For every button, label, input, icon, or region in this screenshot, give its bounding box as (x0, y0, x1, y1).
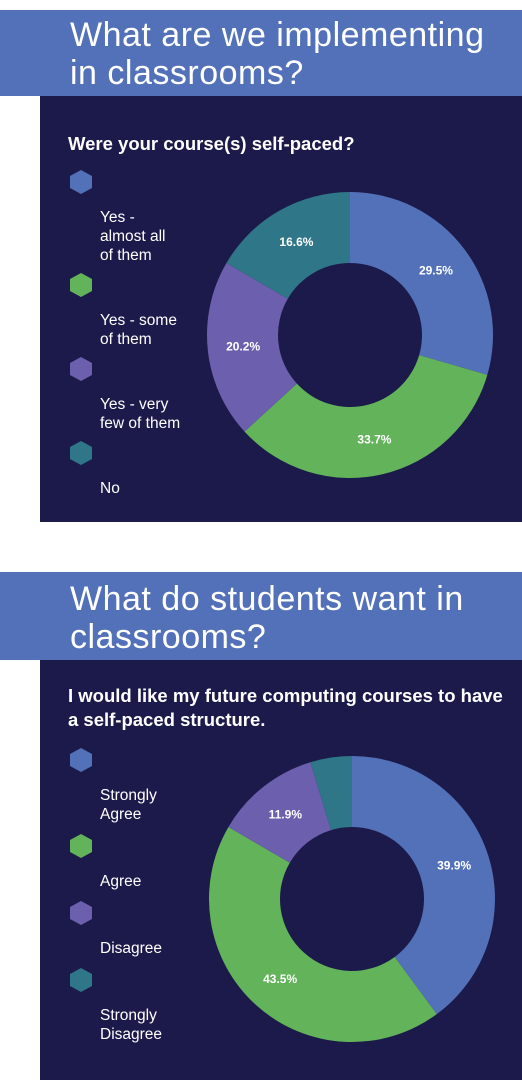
donut-slice-disagree (228, 762, 332, 863)
section-1-legend: Yes - almost all of them Yes - some of t… (68, 170, 198, 498)
legend-swatch-icon (70, 901, 92, 925)
legend-label: Strongly Agree (100, 787, 157, 823)
legend-item-almost-all: Yes - almost all of them (68, 170, 198, 265)
slice-label-strongly-agree: 39.9% (437, 858, 471, 872)
donut-slice-strongly-agree (352, 756, 495, 1015)
legend-label: Agree (100, 873, 142, 890)
legend-item-strongly-agree: Strongly Agree (68, 748, 198, 824)
donut-slice-some (244, 355, 488, 478)
donut-slice-very-few (206, 262, 297, 432)
donut-slice-agree (208, 826, 437, 1042)
donut-slice-no (226, 192, 350, 299)
legend-swatch-icon (70, 968, 92, 992)
donut-slice-almost-all (350, 192, 493, 375)
section-1-title: What are we implementing in classrooms? (70, 16, 485, 92)
legend-swatch-icon (70, 357, 92, 381)
donut-slice-strongly-disagree (310, 756, 352, 831)
slice-label-some: 33.7% (357, 433, 391, 447)
legend-label: Yes - very few of them (100, 396, 181, 432)
legend-swatch-icon (70, 170, 92, 194)
slice-label-almost-all: 29.5% (419, 263, 453, 277)
legend-label: Strongly Disagree (100, 1007, 163, 1043)
legend-item-disagree: Disagree (68, 901, 198, 958)
slice-label-very-few: 20.2% (226, 339, 260, 353)
legend-swatch-icon (70, 273, 92, 297)
donut-chart-self-paced: 29.5% 33.7% 20.2% 16.6% (206, 192, 493, 478)
slice-label-disagree: 11.9% (269, 808, 303, 822)
donut-chart-future-self-paced: 39.9% 43.5% 11.9% (208, 756, 495, 1042)
legend-item-very-few: Yes - very few of them (68, 357, 198, 433)
legend-item-strongly-disagree: Strongly Disagree (68, 968, 198, 1044)
legend-label: No (100, 480, 120, 497)
slice-label-no: 16.6% (279, 235, 313, 249)
legend-label: Yes - some of them (100, 312, 177, 348)
section-1-banner: What are we implementing in classrooms? (0, 10, 522, 96)
section-2-banner: What do students want in classrooms? (0, 572, 522, 660)
legend-item-no: No (68, 441, 198, 498)
legend-label: Yes - almost all of them (100, 209, 166, 264)
section-1-panel: Were your course(s) self-paced? Yes - al… (40, 96, 522, 522)
section-2-title: What do students want in classrooms? (70, 580, 464, 656)
legend-label: Disagree (100, 940, 163, 957)
section-1-question: Were your course(s) self-paced? (68, 133, 355, 154)
legend-swatch-icon (70, 748, 92, 772)
section-2-legend: Strongly Agree Agree Disagree Strongly D… (68, 748, 198, 1044)
legend-item-agree: Agree (68, 834, 198, 891)
legend-swatch-icon (70, 834, 92, 858)
section-2-panel: I would like my future computing courses… (40, 660, 522, 1080)
legend-swatch-icon (70, 441, 92, 465)
legend-item-some: Yes - some of them (68, 273, 198, 349)
section-2-question: I would like my future computing courses… (68, 685, 503, 730)
slice-label-agree: 43.5% (263, 972, 297, 986)
